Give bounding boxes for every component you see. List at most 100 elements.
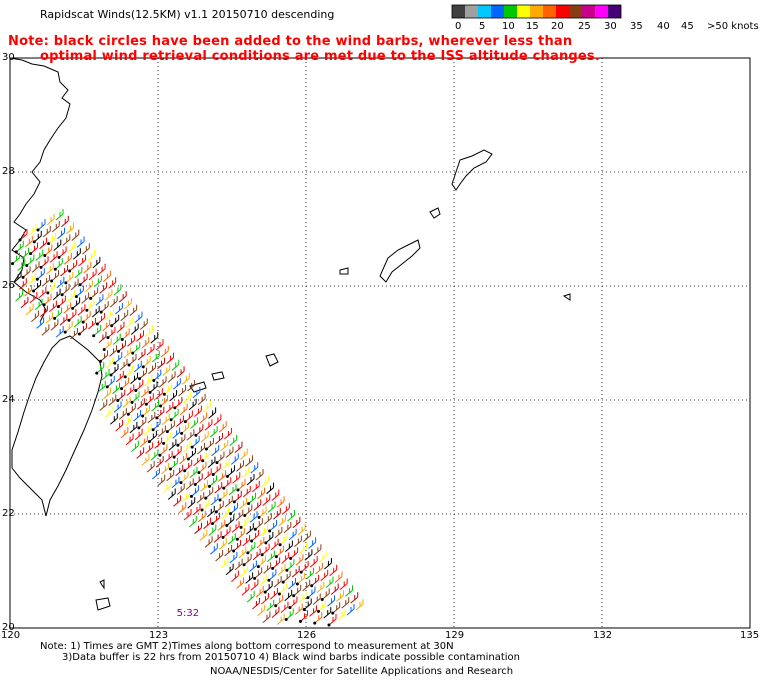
wind-barb: [214, 500, 224, 514]
contamination-circle: [250, 539, 254, 543]
wind-barb: [337, 609, 346, 621]
wind-barb: [133, 410, 142, 422]
legend-tick-label: 25: [578, 21, 591, 32]
wind-barb: [141, 405, 151, 418]
contamination-circle: [298, 619, 302, 623]
wind-barb: [193, 454, 202, 467]
island-coast: [429, 207, 441, 219]
wind-barb: [283, 521, 292, 534]
wind-barb: [97, 263, 106, 276]
contamination-circle: [225, 524, 229, 528]
wind-barb: [151, 418, 161, 432]
wind-barb: [176, 415, 184, 427]
contamination-circle: [29, 252, 33, 256]
contamination-circle: [42, 303, 46, 307]
wind-barb: [278, 515, 287, 527]
wind-barb: [158, 425, 166, 437]
wind-barb: [171, 359, 180, 371]
wind-barb: [308, 537, 317, 549]
wind-barb: [230, 453, 239, 465]
wind-barb: [176, 434, 186, 447]
wind-barb: [165, 420, 175, 434]
island-coast: [189, 381, 207, 393]
wind-barb: [220, 556, 229, 569]
wind-barb: [116, 340, 126, 353]
contamination-circle: [141, 414, 145, 418]
contamination-circle: [53, 316, 57, 320]
island-coast: [265, 353, 279, 367]
wind-barb: [245, 523, 254, 535]
wind-barb: [39, 237, 48, 250]
contamination-circle: [147, 440, 151, 444]
wind-barb: [280, 601, 289, 614]
wind-barb: [239, 497, 248, 510]
contamination-circle: [257, 515, 261, 519]
contamination-circle: [274, 555, 278, 559]
contamination-circle: [197, 471, 201, 475]
wind-barb: [189, 466, 198, 479]
wind-barb: [173, 396, 183, 410]
legend-color-swatch: [543, 5, 556, 18]
wind-barb: [125, 433, 134, 446]
wind-barb: [60, 283, 70, 297]
x-tick-label: 135: [740, 630, 760, 641]
contamination-circle: [46, 291, 50, 295]
wind-barb: [260, 543, 270, 557]
wind-barb: [284, 589, 293, 602]
wind-barb: [45, 263, 54, 275]
wind-barb: [211, 463, 221, 476]
wind-barb: [221, 458, 230, 470]
wind-barb: [166, 469, 175, 482]
wind-barb: [56, 295, 66, 309]
wind-barb: [264, 531, 274, 545]
wind-barb: [299, 561, 309, 574]
wind-barb: [94, 275, 102, 287]
contamination-circle: [277, 592, 281, 596]
wind-barb: [137, 349, 146, 361]
contamination-circle: [313, 621, 317, 625]
wind-barb: [331, 602, 341, 615]
wind-barb: [31, 310, 39, 322]
contamination-circle: [162, 392, 166, 396]
wind-barb: [306, 586, 316, 600]
wind-barb: [168, 439, 177, 451]
contamination-circle: [25, 264, 29, 268]
contamination-circle: [183, 420, 187, 424]
wind-barb: [278, 533, 288, 547]
contamination-circle: [211, 472, 215, 476]
wind-barb: [137, 416, 147, 430]
wind-barb: [45, 312, 54, 324]
contamination-circle: [148, 390, 152, 394]
wind-barb: [152, 369, 162, 383]
wind-barb: [220, 439, 229, 452]
wind-barb: [151, 350, 160, 363]
legend-tick-label: 30: [604, 21, 617, 32]
wind-barb: [323, 607, 332, 619]
wind-barb: [129, 421, 138, 434]
wind-barb: [327, 614, 337, 627]
wind-barb: [104, 406, 113, 418]
wind-barb: [273, 576, 282, 588]
wind-barb: [145, 325, 153, 337]
note-line-1: Note: black circles have been added to t…: [8, 34, 573, 49]
wind-barb: [63, 321, 73, 334]
legend-tick-label: >50 knots: [707, 21, 759, 32]
wind-barb: [88, 268, 97, 281]
wind-barb: [302, 579, 311, 592]
wind-barb: [167, 488, 176, 500]
island-coast: [99, 579, 105, 590]
wind-barb: [221, 507, 230, 520]
wind-barb: [138, 367, 148, 381]
swath-time-label: 5:32: [176, 607, 200, 619]
contamination-circle: [60, 293, 64, 297]
wind-barb: [281, 571, 291, 584]
wind-barb: [271, 606, 280, 619]
wind-barb: [213, 531, 222, 543]
contamination-circle: [215, 461, 219, 465]
wind-barb: [235, 528, 245, 541]
contamination-circle: [232, 500, 236, 504]
legend-tick-label: 35: [630, 21, 643, 32]
contamination-circle: [225, 474, 229, 478]
wind-barb: [200, 480, 208, 492]
y-tick-label: 26: [2, 280, 15, 291]
